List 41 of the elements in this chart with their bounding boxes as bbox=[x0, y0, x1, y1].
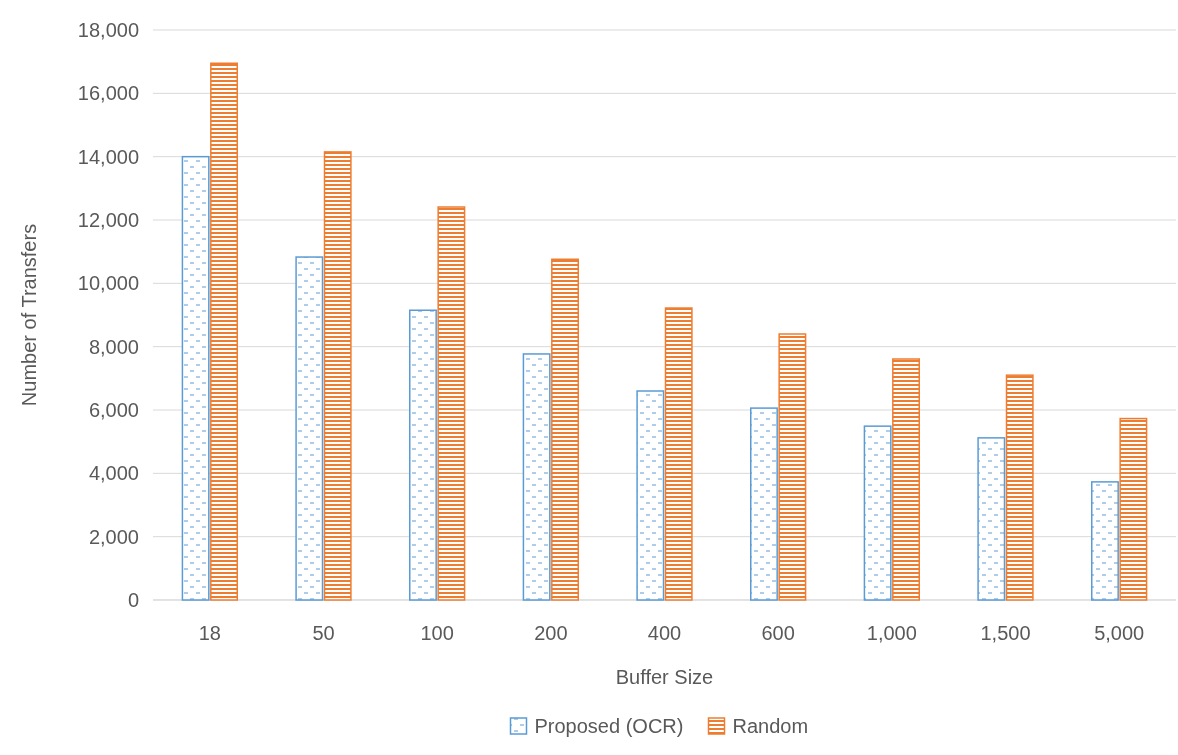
bar bbox=[778, 333, 807, 601]
bar bbox=[664, 307, 693, 601]
y-tick-label: 2,000 bbox=[88, 525, 139, 548]
y-tick-label: 4,000 bbox=[88, 462, 139, 485]
x-tick-label: 18 bbox=[198, 622, 221, 644]
y-tick-label: 6,000 bbox=[88, 399, 139, 421]
x-tick-label: 100 bbox=[420, 622, 454, 644]
bar bbox=[892, 358, 920, 601]
x-tick-label: 200 bbox=[534, 622, 568, 644]
legend-label: Random bbox=[732, 715, 809, 737]
x-axis-title: Buffer Size bbox=[615, 666, 714, 688]
bar bbox=[863, 425, 892, 601]
x-tick-label: 1,000 bbox=[866, 622, 917, 644]
x-tick-label: 600 bbox=[761, 622, 795, 644]
y-tick-label: 8,000 bbox=[88, 335, 139, 358]
y-tick-label: 16,000 bbox=[77, 82, 139, 105]
y-tick-label: 10,000 bbox=[77, 272, 139, 295]
x-tick-label: 5,000 bbox=[1094, 622, 1145, 644]
bar bbox=[181, 155, 210, 601]
bar bbox=[323, 151, 352, 601]
bar bbox=[210, 62, 238, 601]
bar bbox=[977, 437, 1006, 601]
bar bbox=[437, 206, 466, 601]
y-tick-label: 12,000 bbox=[77, 209, 139, 231]
bar bbox=[409, 309, 437, 601]
bar bbox=[750, 407, 778, 601]
x-tick-label: 400 bbox=[647, 622, 682, 644]
y-axis-title: Number of Transfers bbox=[18, 223, 40, 407]
bar bbox=[636, 390, 665, 601]
bar bbox=[1119, 417, 1148, 601]
x-tick-label: 1,500 bbox=[980, 622, 1031, 644]
y-tick-label: 18,000 bbox=[77, 19, 139, 41]
bar bbox=[1091, 481, 1119, 601]
x-tick-label: 50 bbox=[312, 622, 335, 644]
bar bbox=[522, 353, 551, 601]
bar bbox=[551, 258, 579, 601]
legend-label: Proposed (OCR) bbox=[534, 715, 684, 737]
y-tick-label: 14,000 bbox=[77, 145, 139, 168]
bar bbox=[1005, 374, 1034, 601]
bar bbox=[295, 256, 324, 601]
y-tick-label: 0 bbox=[127, 589, 139, 611]
